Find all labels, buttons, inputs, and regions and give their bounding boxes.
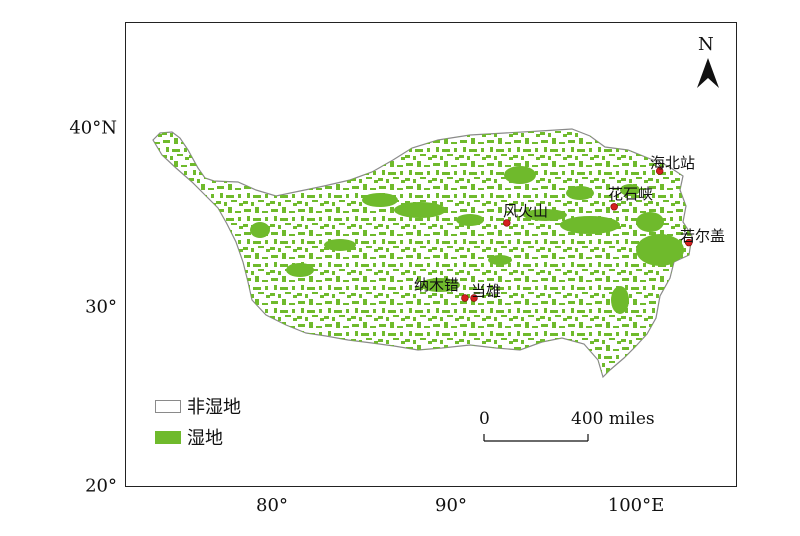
legend-label-wetland: 湿地 (187, 428, 223, 449)
site-marker-namco (461, 294, 469, 302)
site-label-namco: 纳木错 (414, 276, 460, 294)
north-label: N (698, 34, 714, 55)
site-marker-fenghuoshan (503, 219, 511, 227)
scale-label-end: 400 miles (571, 409, 655, 429)
y-tick-label-30: 30° (85, 296, 117, 318)
x-tick-label-90: 90° (435, 495, 467, 516)
site-markers (461, 167, 693, 302)
site-label-haibei: 海北站 (650, 154, 696, 172)
legend-swatch-non-wetland (155, 399, 181, 413)
legend-item-non-wetland: 非湿地 (155, 393, 241, 419)
site-marker-huashixia (610, 203, 618, 211)
site-label-huashixia: 花石峡 (608, 185, 654, 203)
y-tick-label-20: 20° (85, 475, 117, 497)
north-arrow-icon (697, 58, 719, 88)
site-label-zoige: 若尔盖 (680, 227, 726, 245)
y-tick-label-40: 40°N (69, 117, 117, 139)
site-label-damxung: 当雄 (471, 282, 502, 300)
plateau-region (152, 128, 693, 379)
site-marker-haibei (655, 167, 664, 175)
site-marker-damxung (470, 294, 478, 302)
legend-item-wetland: 湿地 (155, 424, 223, 450)
legend-label-non-wetland: 非湿地 (187, 397, 241, 418)
wetland-cover (153, 129, 692, 377)
x-tick-label-80: 80° (256, 495, 288, 516)
site-marker-zoige (685, 238, 693, 247)
x-tick-label-100: 100°E (607, 495, 665, 516)
scale-label-start: 0 (479, 409, 490, 429)
map-frame (125, 22, 737, 487)
site-label-fenghuoshan: 风火山 (503, 202, 549, 220)
scale-bar (483, 434, 589, 442)
legend-swatch-wetland (155, 430, 181, 444)
